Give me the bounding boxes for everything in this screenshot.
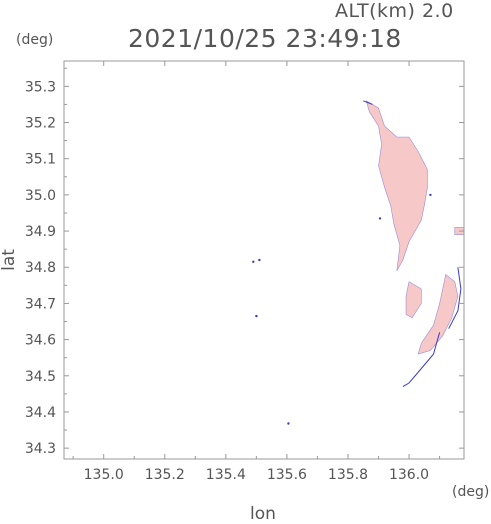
y-axis: 34.3 34.4 34.5 34.6 34.7 34.8 34.9 35.0 35.1 35.2…	[25, 67, 464, 457]
x-tick-label: 136.0	[389, 467, 429, 483]
y-tick-label: 34.9	[25, 224, 56, 240]
timestamp-title: 2021/10/25 23:49:18	[128, 24, 402, 53]
y-tick-label: 35.3	[25, 79, 56, 95]
y-tick-label: 34.3	[25, 441, 56, 457]
altitude-label: ALT(km) 2.0	[335, 0, 454, 22]
x-unit-label: (deg)	[452, 484, 490, 500]
x-tick-label: 135.2	[145, 467, 185, 483]
echo-edge-2	[363, 100, 373, 105]
x-tick-label: 135.8	[328, 467, 368, 483]
y-tick-label: 35.0	[25, 188, 56, 204]
echo-speck	[429, 193, 432, 197]
echo-edge-0	[402, 332, 441, 388]
y-tick-label: 34.6	[25, 333, 56, 349]
echo-speck	[258, 258, 261, 262]
y-tick-label: 34.8	[25, 260, 56, 276]
x-tick-label: 135.4	[206, 467, 246, 483]
echo-edge-1	[448, 267, 462, 329]
echo-layer	[252, 100, 465, 425]
echo-region-main	[365, 100, 428, 272]
x-axis: 135.0 135.2 135.4 135.6 135.8 136.0	[72, 61, 441, 483]
y-tick-label: 34.4	[25, 405, 56, 421]
y-tick-label: 34.7	[25, 296, 56, 312]
plot-frame	[63, 60, 465, 460]
echo-speck	[378, 217, 382, 220]
echo-speck	[252, 260, 255, 263]
x-tick-label: 135.6	[267, 467, 307, 483]
y-tick-label: 35.1	[25, 152, 56, 168]
echo-speck	[255, 314, 258, 318]
echo-region-mid	[405, 281, 422, 319]
y-unit-label: (deg)	[16, 32, 54, 48]
x-tick-label: 135.0	[84, 467, 124, 483]
x-axis-label: lon	[250, 504, 276, 524]
y-tick-label: 34.5	[25, 369, 56, 385]
echo-region-south	[417, 273, 459, 355]
y-tick-label: 35.2	[25, 116, 56, 132]
echo-speck	[287, 422, 290, 425]
